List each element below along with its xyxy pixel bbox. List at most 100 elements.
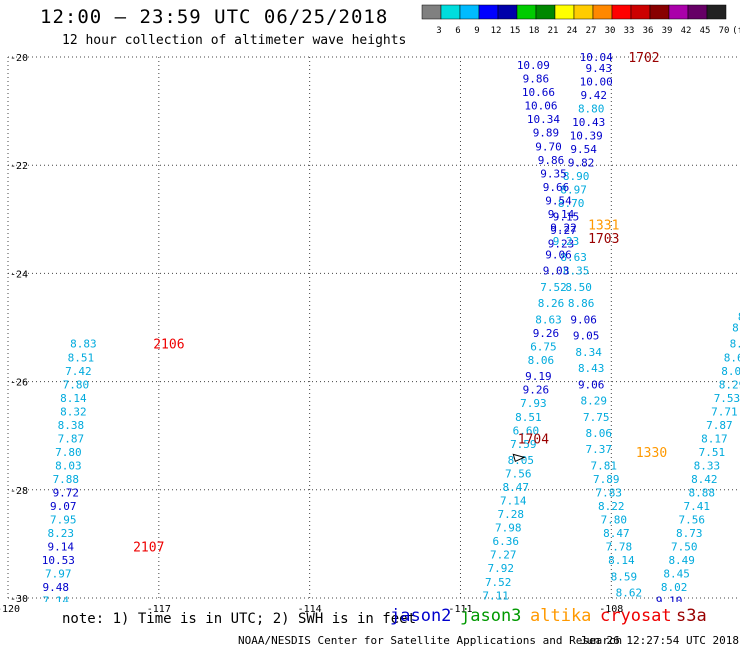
track-time-label: 1331 (588, 219, 619, 234)
data-point-label: 8.90 (563, 170, 590, 183)
data-point-label: 8.50 (565, 281, 592, 294)
legend-s3a: s3a (676, 606, 707, 626)
colorbar-label: 18 (529, 26, 540, 36)
data-point-label: 7.59 (510, 438, 537, 451)
data-point-label: 10.09 (517, 59, 550, 72)
colorbar-swatch (706, 4, 727, 20)
data-point-label: 9.42 (580, 89, 607, 102)
data-point-label: 8.14 (608, 554, 635, 567)
colorbar-label: 45 (700, 26, 711, 36)
credit-time: Jun 26 12:27:54 UTC 2018 (580, 634, 739, 647)
data-point-label: 8.35 (563, 265, 590, 278)
data-point-label: 8.60 (724, 351, 740, 364)
data-point-label: 9.15 (553, 211, 580, 224)
data-point-label: 9.82 (568, 156, 595, 169)
colorbar-label: 24 (567, 26, 578, 36)
data-point-label: 7.53 (714, 392, 740, 405)
data-point-label: 7.28 (498, 508, 525, 521)
track-time-label: 1330 (636, 446, 667, 461)
data-point-label: 9.43 (585, 62, 612, 75)
data-point-label: 9.27 (550, 224, 577, 237)
data-point-label: 7.52 (540, 281, 567, 294)
data-point-label: 8.6 (730, 338, 740, 351)
data-point-label: 8.45 (663, 568, 690, 581)
data-point-label: 10.53 (42, 554, 75, 567)
data-point-label: 9.86 (538, 154, 565, 167)
data-point-label: 8.47 (503, 481, 530, 494)
data-point-label: 7.80 (601, 514, 628, 527)
x-tick-label: -117 (147, 604, 171, 615)
data-point-label: 10.06 (524, 100, 557, 113)
data-point-label: 8.88 (689, 487, 716, 500)
data-point-label: 8.26 (538, 297, 565, 310)
data-point-label: 8.22 (598, 500, 625, 513)
data-point-label: 9.89 (533, 127, 560, 140)
credit-text: NOAA/NESDIS Center for Satellite Applica… (238, 634, 623, 647)
x-tick-label: -111 (448, 604, 472, 615)
data-point-label: 7.50 (671, 541, 698, 554)
colorbar-label: 3 (436, 26, 441, 36)
data-point-label: 8.73 (676, 527, 703, 540)
x-tick-label: -120 (0, 604, 20, 615)
data-point-label: 9.86 (523, 73, 550, 86)
colorbar-label: 6 (455, 26, 460, 36)
data-point-label: 9.14 (48, 541, 75, 554)
data-point-label: 9.48 (43, 581, 70, 594)
data-point-label: 8.59 (611, 570, 638, 583)
data-point-label: 6.36 (492, 535, 519, 548)
data-point-label: 8.51 (68, 351, 95, 364)
track-time-label: 2106 (153, 338, 184, 353)
data-point-label: 10.66 (522, 86, 555, 99)
data-point-label: 8.06 (528, 354, 555, 367)
colorbar-label: 36 (643, 26, 654, 36)
colorbar-label: 27 (586, 26, 597, 36)
data-point-label: 10.43 (572, 116, 605, 129)
data-point-label: 7.41 (684, 500, 711, 513)
data-point-label: 8.49 (668, 554, 695, 567)
colorbar-label: 9 (474, 26, 479, 36)
y-tick-label: -24 (10, 269, 28, 280)
data-point-label: 8.51 (515, 411, 542, 424)
colorbar-label: 42 (681, 26, 692, 36)
data-point-label: 9.26 (533, 327, 560, 340)
data-point-label: 7.98 (495, 522, 522, 535)
data-point-label: 7.93 (520, 397, 547, 410)
data-point-label: 8.38 (58, 419, 85, 432)
data-point-label: 8.33 (694, 459, 721, 472)
data-point-label: 10.00 (580, 75, 613, 88)
data-point-label: 9.54 (570, 143, 597, 156)
data-point-label: 9.23 (553, 235, 580, 248)
data-point-label: 8.17 (701, 432, 728, 445)
colorbar-label: 30 (605, 26, 616, 36)
data-point-label: 9.72 (53, 487, 80, 500)
y-tick-label: -30 (10, 594, 28, 605)
data-point-label: 7.80 (55, 446, 82, 459)
data-point-label: 8.83 (70, 338, 97, 351)
data-point-label: 8.23 (48, 527, 75, 540)
legend-jason3: jason3 (460, 606, 522, 626)
data-point-label: 9.23 (548, 238, 575, 251)
data-point-label: 9.35 (540, 167, 567, 180)
track-time-label: 2107 (133, 541, 164, 556)
data-point-label: 9.07 (50, 500, 77, 513)
data-point-label: 7.56 (679, 514, 706, 527)
colorbar-label: (ft) (732, 26, 740, 36)
data-point-label: 8.06 (585, 427, 612, 440)
data-point-label: 8. (738, 311, 740, 324)
legend-cryosat: cryosat (600, 606, 672, 626)
data-point-label: 7.56 (505, 468, 532, 481)
data-point-label: 9.06 (545, 248, 572, 261)
data-point-label: 8.86 (568, 297, 595, 310)
data-point-label: 7.78 (606, 541, 633, 554)
data-point-label: 9.22 (550, 221, 577, 234)
x-tick-label: -108 (599, 604, 623, 615)
data-point-label: 9.06 (578, 378, 605, 391)
data-point-label: 8.42 (691, 473, 718, 486)
data-point-label: 8.43 (578, 362, 605, 375)
data-point-label: 8.63 (535, 313, 562, 326)
data-point-label: 9.03 (543, 265, 570, 278)
data-point-label: 10.39 (570, 129, 603, 142)
y-tick-label: -20 (10, 53, 28, 64)
